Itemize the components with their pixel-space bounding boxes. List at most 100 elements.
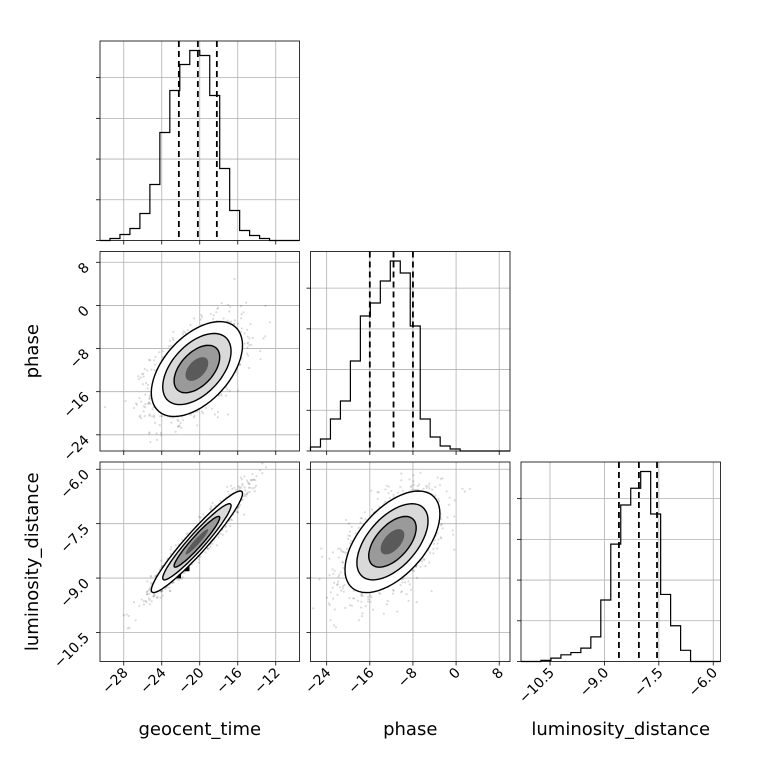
sample-point [336,583,339,586]
sample-point [156,596,159,599]
sample-point [437,538,440,541]
sample-point [148,598,151,602]
sample-point [230,484,233,487]
sample-point [438,484,442,487]
y-tick-label: −16 [61,389,93,421]
x-tick-label: 0 [446,665,464,683]
sample-point [149,402,152,405]
sample-point [424,565,427,568]
sample-point [244,494,247,497]
sample-point [161,415,164,418]
sample-point [392,589,395,592]
sample-point [378,592,381,595]
sample-point [179,421,182,425]
sample-point [248,490,251,493]
sample-point [170,345,173,348]
sample-point [241,482,244,485]
sample-point [236,322,239,325]
sample-point [182,330,185,333]
sample-point [152,595,155,598]
sample-point [226,413,230,416]
contour-line [356,502,429,581]
sample-point [209,507,212,510]
sample-point [210,407,213,410]
sample-point [239,305,243,308]
sample-point [216,416,219,419]
sample-point [243,493,246,496]
sample-point [247,354,250,357]
panel-frame-geocent-time-phase [99,251,300,452]
sample-point [333,581,336,584]
sample-point [246,346,249,349]
sample-point [425,484,428,487]
sample-point [349,604,352,607]
sample-point [259,469,262,472]
sample-point [237,485,240,488]
sample-point [122,614,125,617]
sample-point [376,491,379,494]
x-tick-label: −24 [302,665,334,697]
sample-point [354,532,357,535]
sample-point [250,478,253,481]
sample-point [226,319,229,322]
sample-point [421,560,424,563]
sample-point [359,521,362,524]
sample-point [220,394,223,397]
sample-point [151,408,154,411]
sample-point [401,581,404,584]
contour-line [161,502,232,581]
sample-point [440,537,443,540]
sample-point [156,438,159,441]
sample-point [412,474,415,477]
sample-point [145,591,149,594]
sample-point [246,328,249,331]
contour-line [150,320,244,418]
sample-point [139,414,142,417]
sample-point [236,511,239,514]
sample-point [147,402,150,405]
sample-point [386,599,389,603]
sample-point [148,396,151,400]
x-tick-label: −7.5 [631,665,666,700]
sample-point [366,595,370,599]
sample-point [371,508,374,511]
sample-point [141,373,144,376]
y-tick-label: −24 [61,432,93,464]
sample-point [174,544,177,547]
sample-point [432,547,435,551]
sample-point [249,323,252,326]
sample-point [171,416,174,419]
sample-point [233,319,236,322]
sample-point [217,306,220,309]
sample-point [416,488,419,491]
y-tick-label: 0 [75,303,93,321]
sample-point [229,305,232,308]
sample-point [432,542,436,545]
sample-point [137,375,140,378]
sample-point [146,369,149,372]
sample-point [418,483,421,486]
sample-point [440,523,443,526]
sample-point [229,525,232,528]
sample-point [247,486,250,489]
sample-point [226,388,229,391]
sample-point [168,590,171,593]
sample-point [446,516,449,519]
sample-point [428,482,431,485]
sample-point [382,612,385,615]
x-axis-label-geocent-time: geocent_time [138,719,261,740]
sample-point [177,425,180,428]
sample-point [145,381,148,385]
sample-point [240,313,243,316]
sample-point [342,567,345,570]
sample-point [342,590,345,593]
sample-point [236,389,240,392]
sample-point [361,594,364,598]
sample-point [204,551,207,554]
sample-point [364,518,367,521]
sample-point [410,489,413,492]
sample-point [177,425,180,428]
sample-point [400,590,403,593]
sample-point [236,511,239,514]
sample-point [408,478,411,481]
